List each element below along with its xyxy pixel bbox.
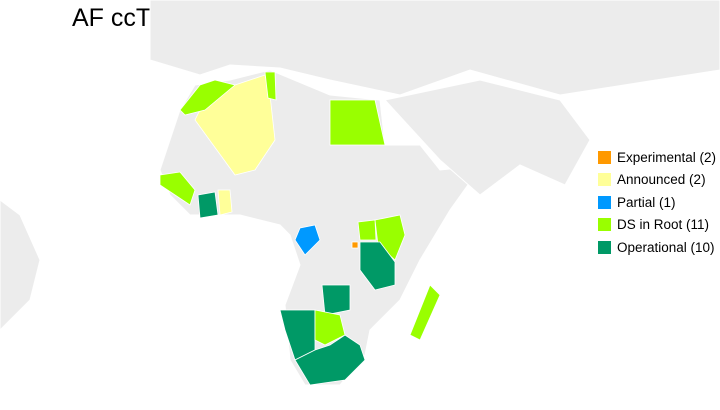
country-morocco [179,79,236,116]
country-gabon [294,224,321,256]
arabia-land [384,79,591,196]
legend-swatch [598,150,611,164]
country-rwanda [351,241,359,249]
legend-label: Announced (2) [617,172,706,188]
country-south-africa [294,334,366,386]
legend-item-announced: Announced (2) [598,169,716,192]
legend-label: Partial (1) [617,194,676,210]
country-tanzania [359,241,396,291]
country-cote-divoire [197,191,219,219]
legend-label: Experimental (2) [617,149,717,165]
south-america-land [0,199,41,331]
country-senegal-region [159,171,196,206]
legend-label: Operational (10) [617,239,715,255]
legend-item-experimental: Experimental (2) [598,146,716,169]
legend-item-ds-in-root: DS in Root (11) [598,214,716,237]
europe-land [149,0,720,96]
legend-swatch [598,218,611,232]
country-tunisia [264,71,277,101]
country-botswana [314,309,346,346]
country-egypt [329,99,386,146]
legend-swatch [598,240,611,254]
legend-label: DS in Root (11) [617,217,710,233]
country-madagascar [409,284,441,341]
legend-swatch [598,195,611,209]
country-zambia-zimbabwe [321,284,351,316]
legend-swatch [598,173,611,187]
legend: Experimental (2) Announced (2) Partial (… [598,146,716,259]
country-uganda [357,219,377,241]
country-ghana [217,189,233,216]
legend-item-operational: Operational (10) [598,236,716,259]
legend-item-partial: Partial (1) [598,191,716,214]
